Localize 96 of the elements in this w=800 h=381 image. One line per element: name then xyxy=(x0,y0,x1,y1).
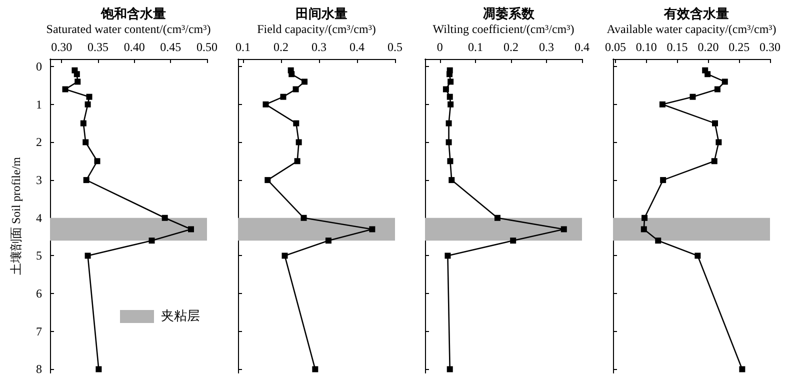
chart-title: 饱和含水量 xyxy=(100,6,166,21)
x-tick-label: 0.35 xyxy=(87,40,108,54)
point xyxy=(690,94,696,100)
point xyxy=(712,120,718,126)
point xyxy=(446,94,453,100)
point xyxy=(82,139,89,146)
x-tick-label: 0.5 xyxy=(388,40,402,54)
point xyxy=(86,94,92,100)
point xyxy=(446,120,452,126)
point xyxy=(510,238,516,244)
chart-title: 凋萎系数 xyxy=(482,6,536,21)
y-tick-label: 4 xyxy=(36,210,42,225)
point xyxy=(444,252,451,259)
point xyxy=(312,366,318,372)
x-tick-label: 0.20 xyxy=(698,40,719,54)
point xyxy=(280,94,286,100)
point xyxy=(288,71,295,78)
point xyxy=(262,101,269,108)
x-tick-label: 0.3 xyxy=(538,40,554,54)
x-tick-label: 0.15 xyxy=(666,40,688,54)
y-tick-label: 1 xyxy=(36,97,42,112)
chart-title: 有效含水量 xyxy=(663,6,729,21)
x-tick-label: 0.40 xyxy=(124,40,145,54)
point xyxy=(74,71,80,78)
x-axis-title: Field capacity/(cm³/cm³) xyxy=(257,22,376,36)
x-tick-label: 0.3 xyxy=(311,40,326,54)
point xyxy=(694,252,701,259)
point xyxy=(325,238,332,244)
y-tick-label: 8 xyxy=(36,362,42,376)
point xyxy=(264,177,271,184)
point xyxy=(560,226,567,232)
point xyxy=(640,226,647,232)
point xyxy=(162,214,168,221)
point xyxy=(62,86,68,92)
x-tick-label: 0.05 xyxy=(604,40,626,54)
y-tick-label: 3 xyxy=(36,173,42,188)
y-tick-label: 6 xyxy=(36,286,42,301)
y-tick-label: 7 xyxy=(36,324,42,338)
point xyxy=(84,101,91,108)
x-tick-label: 0.10 xyxy=(636,40,657,54)
point xyxy=(84,252,91,259)
x-axis-title: Available water capacity/(cm³/cm³) xyxy=(606,22,776,36)
x-tick-label: 0.25 xyxy=(728,40,750,54)
point xyxy=(369,226,376,232)
x-tick-label: 0.45 xyxy=(160,40,182,54)
point xyxy=(442,86,449,92)
point xyxy=(302,78,308,85)
point xyxy=(659,101,666,108)
point xyxy=(448,78,454,85)
x-tick-label: 0.50 xyxy=(196,40,218,54)
x-tick-label: 0.1 xyxy=(468,40,483,54)
x-tick-label: 0 xyxy=(436,40,443,54)
point xyxy=(714,86,720,92)
point xyxy=(148,238,155,244)
point xyxy=(660,177,666,184)
point xyxy=(300,214,307,221)
y-tick-label: 5 xyxy=(36,248,42,263)
x-axis-title: Saturated water content/(cm³/cm³) xyxy=(46,22,211,36)
point xyxy=(296,139,302,146)
point xyxy=(74,78,81,85)
point xyxy=(494,214,500,221)
point xyxy=(655,238,662,244)
point xyxy=(282,252,288,259)
y-axis-title: 土壤剖面 Soil profile/m xyxy=(9,156,23,275)
point xyxy=(716,139,722,146)
point xyxy=(739,366,746,372)
point xyxy=(83,177,90,184)
point xyxy=(446,71,453,78)
point xyxy=(448,177,455,184)
point xyxy=(446,139,452,146)
x-tick-label: 0.2 xyxy=(503,40,518,54)
point xyxy=(711,158,718,164)
point xyxy=(448,101,454,108)
x-tick-label: 0.2 xyxy=(273,40,288,54)
point xyxy=(96,366,102,372)
y-tick-label: 2 xyxy=(36,135,42,150)
point xyxy=(94,158,100,164)
x-tick-label: 0.1 xyxy=(235,40,250,54)
point xyxy=(294,158,300,164)
x-tick-label: 0.30 xyxy=(760,40,780,54)
y-tick-label: 0 xyxy=(36,60,42,74)
point xyxy=(704,71,711,78)
point xyxy=(447,158,454,164)
point xyxy=(446,366,453,372)
x-tick-label: 0.4 xyxy=(574,40,590,54)
point xyxy=(80,120,86,126)
point xyxy=(292,86,299,92)
chart-title: 田间水量 xyxy=(296,6,348,21)
point xyxy=(642,214,648,221)
point xyxy=(188,226,194,232)
point xyxy=(293,120,300,126)
x-tick-label: 0.4 xyxy=(349,40,364,54)
point xyxy=(722,78,728,85)
legend-label: 夹粘层 xyxy=(161,307,200,325)
x-tick-label: 0.30 xyxy=(51,40,72,54)
x-axis-title: Wilting coefficient/(cm³/cm³) xyxy=(432,22,574,36)
